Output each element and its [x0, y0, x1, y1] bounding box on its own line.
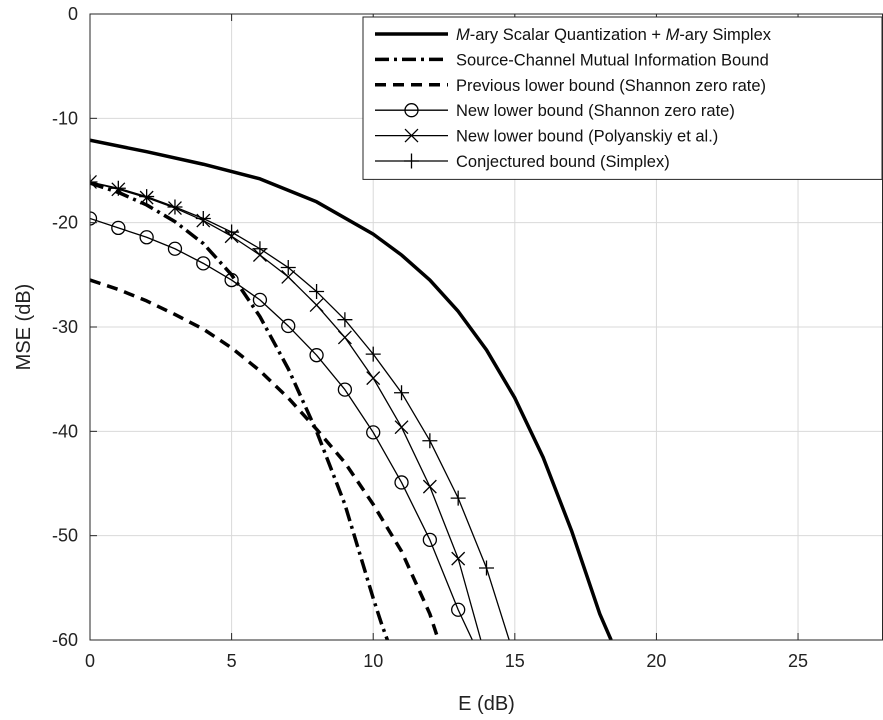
y-tick-label: -10 [52, 108, 78, 128]
series-4-point [111, 220, 126, 236]
series-4-point [90, 211, 98, 226]
x-tick-label: 0 [85, 651, 95, 671]
legend-entry-part: New lower bound (Polyanskiy et al.) [456, 128, 718, 146]
legend-entry-2: Source-Channel Mutual Information Bound [456, 51, 769, 69]
x-tick-label: 5 [227, 651, 237, 671]
legend-entry-part: New lower bound (Shannon zero rate) [456, 102, 735, 120]
series-line-6 [90, 181, 510, 640]
series-6-point [224, 224, 240, 240]
x-tick-label: 20 [646, 651, 666, 671]
series-4-point [196, 256, 211, 271]
ticks: 0 5 10 15 20 25 0 -10 -20 -30 -40 -50 -60 [52, 4, 808, 671]
series-5-point [422, 479, 437, 494]
series-6-point [139, 189, 155, 205]
series-6-point [90, 174, 98, 190]
legend-entry-part: Previous lower bound (Shannon zero rate) [456, 77, 766, 95]
series-6-point [167, 199, 183, 215]
series-4-point [252, 292, 268, 308]
series-6-point [195, 210, 211, 226]
series-6-point [337, 312, 353, 328]
series-2 [90, 181, 390, 640]
x-tick-label: 25 [788, 651, 808, 671]
series-4-point [309, 348, 324, 363]
series-5-point [90, 175, 97, 189]
series-line-2 [90, 181, 390, 640]
series-5-point [337, 330, 352, 345]
series-5-point [309, 298, 324, 313]
legend-entry-part: -ary Simplex [679, 26, 771, 44]
legend-marker-4 [404, 103, 419, 118]
series-6-point [365, 346, 381, 362]
series-line-4 [90, 217, 473, 640]
y-axis-label: MSE (dB) [13, 284, 35, 371]
series-6-point [110, 180, 126, 196]
series-4-point [422, 532, 438, 547]
legend-marker-6 [404, 153, 419, 169]
series-6-point [252, 241, 268, 257]
legend-box [362, 16, 883, 180]
legend-entry-part: M [456, 26, 470, 44]
series-4-point [167, 241, 183, 256]
series-layer [90, 138, 613, 640]
series-4-point [139, 230, 154, 245]
legend-entry-part: M [666, 26, 680, 44]
series-6 [90, 174, 510, 640]
legend-entry-4: New lower bound (Shannon zero rate) [456, 102, 735, 120]
series-4-point [281, 318, 296, 334]
series-5-point [366, 371, 381, 386]
series-1 [90, 138, 613, 640]
series-line-1 [90, 138, 613, 640]
y-tick-label: -20 [52, 213, 78, 233]
series-4-point [224, 272, 239, 288]
series-5-point [281, 269, 296, 284]
series-6-point [422, 433, 438, 449]
series-6-point [394, 385, 410, 401]
series-5-point [451, 551, 466, 566]
series-5-point [394, 420, 409, 435]
y-tick-label: -40 [52, 421, 78, 441]
legend-entry-6: Conjectured bound (Simplex) [456, 153, 670, 171]
y-tick-label: -60 [52, 630, 78, 650]
legend: M-ary Scalar Quantization + M-ary Simple… [362, 16, 883, 180]
y-tick-label: 0 [68, 4, 78, 24]
series-6-point [309, 284, 325, 300]
legend-entry-5: New lower bound (Polyanskiy et al.) [456, 128, 718, 146]
y-tick-label: -30 [52, 317, 78, 337]
x-tick-label: 15 [505, 651, 525, 671]
series-4-point [337, 382, 353, 397]
legend-entry-3: Previous lower bound (Shannon zero rate) [456, 77, 766, 95]
y-tick-label: -50 [52, 526, 78, 546]
series-4-point [366, 425, 381, 440]
legend-entry-part: Source-Channel Mutual Information Bound [456, 51, 769, 69]
x-axis-label: E (dB) [458, 693, 515, 715]
x-tick-label: 10 [363, 651, 383, 671]
legend-entry-part: -ary Scalar Quantization + [470, 26, 666, 44]
series-6-point [450, 490, 466, 506]
legend-marker-5 [404, 128, 419, 143]
legend-entry-part: Conjectured bound (Simplex) [456, 153, 670, 171]
series-4-point [451, 602, 466, 617]
series-6-point [280, 260, 296, 276]
series-6-point [479, 560, 494, 576]
legend-entry-1: M-ary Scalar Quantization + M-ary Simple… [456, 26, 772, 44]
series-4-point [394, 475, 409, 490]
series-4 [90, 211, 473, 640]
